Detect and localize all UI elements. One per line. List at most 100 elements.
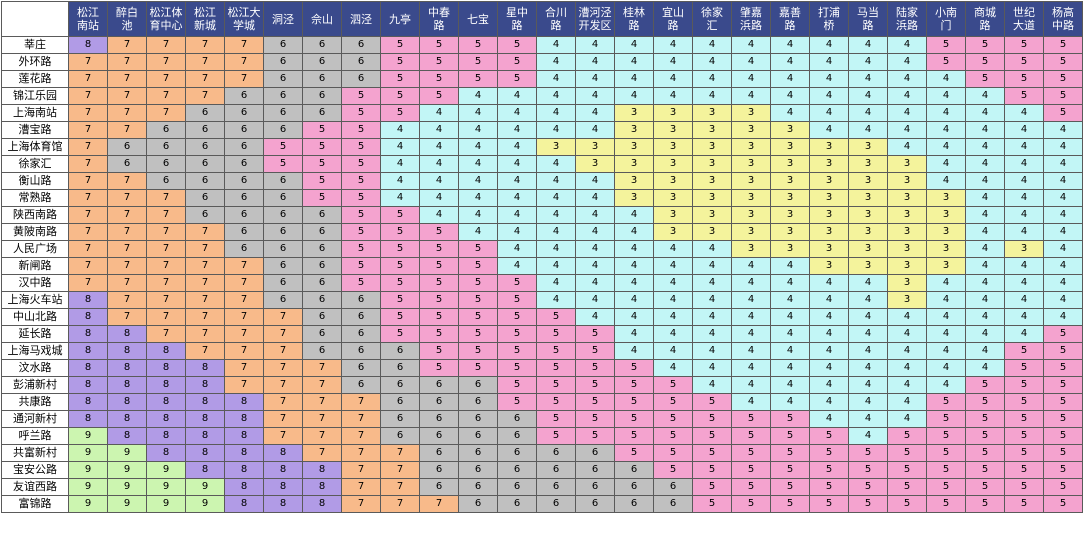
table-row: 人民广场 7 7 7 7 6 6 6 5 5 5 5 4 4 4 4 4 4 3 3 3 3 3 3 4 3 4 bbox=[1, 240, 1083, 258]
fare-cell: 4 bbox=[965, 325, 1005, 343]
fare-cell: 7 bbox=[68, 70, 108, 88]
fare-cell: 3 bbox=[887, 257, 927, 275]
fare-cell: 7 bbox=[263, 342, 303, 360]
fare-cell: 3 bbox=[653, 172, 693, 190]
fare-cell: 4 bbox=[497, 155, 537, 173]
fare-cell: 6 bbox=[263, 104, 303, 122]
fare-cell: 4 bbox=[965, 359, 1005, 377]
fare-cell: 7 bbox=[146, 257, 186, 275]
fare-cell: 6 bbox=[419, 461, 459, 479]
fare-cell: 7 bbox=[107, 104, 147, 122]
fare-cell: 5 bbox=[536, 410, 576, 428]
fare-cell: 5 bbox=[302, 138, 342, 156]
fare-cell: 4 bbox=[692, 274, 732, 292]
fare-cell: 6 bbox=[458, 444, 498, 462]
fare-cell: 4 bbox=[731, 376, 771, 394]
fare-cell: 4 bbox=[458, 223, 498, 241]
fare-cell: 5 bbox=[926, 53, 966, 71]
fare-cell: 3 bbox=[770, 223, 810, 241]
fare-cell: 4 bbox=[770, 359, 810, 377]
fare-cell: 4 bbox=[965, 87, 1005, 105]
column-header-8: 泗泾 bbox=[341, 1, 381, 37]
fare-cell: 6 bbox=[224, 172, 264, 190]
fare-cell: 8 bbox=[68, 376, 108, 394]
fare-cell: 7 bbox=[341, 410, 381, 428]
fare-cell: 4 bbox=[692, 376, 732, 394]
fare-cell: 4 bbox=[887, 393, 927, 411]
row-header: 陕西南路 bbox=[1, 206, 69, 224]
fare-cell: 4 bbox=[380, 121, 420, 139]
fare-cell: 6 bbox=[419, 376, 459, 394]
fare-cell: 7 bbox=[224, 325, 264, 343]
fare-cell: 4 bbox=[1004, 104, 1044, 122]
fare-cell: 3 bbox=[848, 172, 888, 190]
row-header: 呼兰路 bbox=[1, 427, 69, 445]
column-header-12: 星中路 bbox=[497, 1, 537, 37]
fare-cell: 5 bbox=[965, 53, 1005, 71]
fare-cell: 7 bbox=[107, 274, 147, 292]
fare-cell: 7 bbox=[380, 478, 420, 496]
fare-cell: 4 bbox=[497, 240, 537, 258]
fare-cell: 4 bbox=[458, 155, 498, 173]
fare-cell: 4 bbox=[653, 87, 693, 105]
fare-cell: 3 bbox=[926, 257, 966, 275]
fare-cell: 3 bbox=[692, 121, 732, 139]
fare-cell: 9 bbox=[68, 427, 108, 445]
fare-cell: 5 bbox=[731, 478, 771, 496]
fare-cell: 5 bbox=[536, 427, 576, 445]
fare-cell: 8 bbox=[68, 342, 108, 360]
fare-cell: 5 bbox=[380, 240, 420, 258]
fare-cell: 5 bbox=[965, 376, 1005, 394]
table-row: 外环路 7 7 7 7 7 6 6 6 5 5 5 5 4 4 4 4 4 4 4 4 4 4 5 5 5 5 bbox=[1, 53, 1083, 71]
fare-cell: 7 bbox=[302, 359, 342, 377]
fare-cell: 5 bbox=[965, 461, 1005, 479]
fare-cell: 4 bbox=[809, 359, 849, 377]
fare-cell: 6 bbox=[497, 495, 537, 513]
fare-cell: 4 bbox=[536, 70, 576, 88]
column-header-17: 徐家汇 bbox=[692, 1, 732, 37]
fare-cell: 4 bbox=[458, 172, 498, 190]
table-row: 延长路 8 8 7 7 7 7 6 6 5 5 5 5 5 5 4 4 4 4 4 4 4 4 4 4 4 5 bbox=[1, 325, 1083, 343]
fare-cell: 4 bbox=[575, 121, 615, 139]
fare-cell: 3 bbox=[887, 291, 927, 309]
fare-cell: 3 bbox=[887, 223, 927, 241]
fare-cell: 4 bbox=[731, 325, 771, 343]
fare-cell: 5 bbox=[458, 70, 498, 88]
fare-cell: 6 bbox=[653, 478, 693, 496]
fare-cell: 5 bbox=[341, 87, 381, 105]
fare-cell: 4 bbox=[458, 121, 498, 139]
fare-cell: 8 bbox=[146, 410, 186, 428]
fare-cell: 5 bbox=[887, 444, 927, 462]
fare-cell: 4 bbox=[1004, 325, 1044, 343]
fare-cell: 4 bbox=[614, 240, 654, 258]
fare-cell: 5 bbox=[809, 427, 849, 445]
row-header: 通河新村 bbox=[1, 410, 69, 428]
table-row: 衡山路 7 7 6 6 6 6 5 5 4 4 4 4 4 4 3 3 3 3 3 3 3 3 4 4 4 4 bbox=[1, 172, 1083, 190]
row-header: 汶水路 bbox=[1, 359, 69, 377]
fare-cell: 3 bbox=[653, 189, 693, 207]
fare-cell: 6 bbox=[263, 291, 303, 309]
fare-cell: 4 bbox=[614, 291, 654, 309]
fare-cell: 5 bbox=[419, 308, 459, 326]
fare-cell: 3 bbox=[731, 121, 771, 139]
fare-cell: 3 bbox=[809, 138, 849, 156]
fare-cell: 7 bbox=[68, 206, 108, 224]
fare-cell: 3 bbox=[809, 257, 849, 275]
fare-cell: 4 bbox=[731, 36, 771, 54]
fare-cell: 4 bbox=[1043, 291, 1083, 309]
column-header-13: 合川路 bbox=[536, 1, 576, 37]
fare-cell: 4 bbox=[692, 257, 732, 275]
fare-cell: 5 bbox=[965, 393, 1005, 411]
fare-cell: 6 bbox=[302, 257, 342, 275]
fare-cell: 5 bbox=[926, 461, 966, 479]
fare-cell: 5 bbox=[731, 461, 771, 479]
fare-cell: 4 bbox=[692, 36, 732, 54]
fare-cell: 5 bbox=[1004, 444, 1044, 462]
fare-table: 松江 南站 醉白池松江体 育中心 松江 新城 松江大 学城 洞泾 佘山 泗泾 九亭 中春路七宝 星中路合川… bbox=[1, 1, 1083, 513]
fare-cell: 6 bbox=[614, 478, 654, 496]
fare-cell: 6 bbox=[224, 240, 264, 258]
fare-cell: 5 bbox=[1043, 359, 1083, 377]
fare-cell: 5 bbox=[458, 53, 498, 71]
fare-cell: 5 bbox=[575, 325, 615, 343]
fare-cell: 5 bbox=[614, 444, 654, 462]
